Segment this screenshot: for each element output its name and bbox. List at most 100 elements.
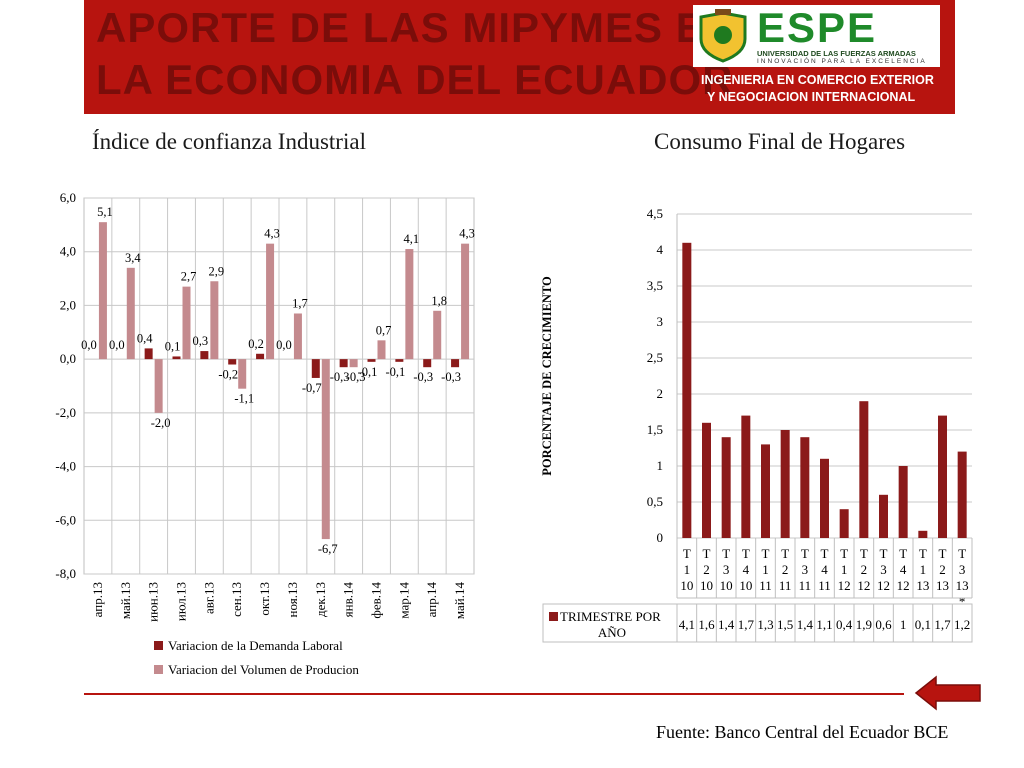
legend-label-line2: AÑO: [598, 625, 626, 640]
table-value: 0,4: [836, 617, 853, 632]
table-value: 1,9: [856, 617, 872, 632]
data-label-demand: 0,0: [81, 338, 97, 352]
x-tick-label: T: [703, 546, 711, 561]
x-tick-label: 3: [723, 562, 730, 577]
data-label-demand: 0,1: [165, 339, 181, 353]
bar-demand: [339, 359, 348, 368]
x-tick-label: T: [742, 546, 750, 561]
x-tick-label: 12: [877, 578, 890, 593]
legend-swatch-production: [154, 665, 163, 674]
y-tick-label: 4: [657, 242, 664, 257]
y-tick-label: 1,5: [647, 422, 663, 437]
x-tick-label: T: [919, 546, 927, 561]
table-value: 1,1: [816, 617, 832, 632]
table-value: 1,2: [954, 617, 970, 632]
bar-consumption: [702, 422, 711, 538]
x-tick-label: 10: [700, 578, 713, 593]
y-tick-label: 6,0: [60, 190, 76, 205]
x-tick-label: 10: [720, 578, 733, 593]
bar-consumption: [879, 494, 888, 538]
bar-demand: [423, 359, 432, 368]
y-tick-label: 3: [657, 314, 664, 329]
y-tick-label: 0,0: [60, 351, 76, 366]
data-label-production: -6,7: [318, 542, 338, 556]
y-tick-label: -2,0: [55, 405, 76, 420]
x-tick-label: T: [840, 546, 848, 561]
y-tick-label: 4,5: [647, 206, 663, 221]
data-label-demand: -0,2: [218, 368, 238, 382]
x-tick-label: май.14: [452, 582, 467, 620]
x-tick-label: 3: [959, 562, 966, 577]
data-label-demand: -0,3: [441, 370, 461, 384]
data-label-demand: -0,3: [413, 370, 433, 384]
header-banner: APORTE DE LAS MIPYMES EN LA ECONOMIA DEL…: [84, 0, 955, 114]
x-tick-label: T: [762, 546, 770, 561]
bar-production: [321, 359, 330, 540]
y-tick-label: 0,5: [647, 494, 663, 509]
program-line2: Y NEGOCIACION INTERNACIONAL: [707, 90, 916, 104]
slide-title-line2: LA ECONOMIA DEL ECUADOR: [96, 56, 734, 103]
back-arrow-icon[interactable]: [914, 675, 982, 711]
legend-swatch-consumption: [549, 612, 558, 621]
data-table-row: [542, 603, 973, 643]
y-axis-title: PORCENTAJE DE CRECIMIENTO: [540, 276, 554, 476]
y-tick-label: 2,0: [60, 297, 76, 312]
y-tick-label: -8,0: [55, 566, 76, 581]
bar-demand: [395, 359, 404, 362]
bar-production: [98, 222, 107, 360]
x-tick-label: авг.13: [201, 582, 216, 614]
y-tick-label: 1: [657, 458, 664, 473]
data-label-production: 2,9: [209, 264, 225, 278]
x-tick-label: 11: [799, 578, 812, 593]
x-tick-label: мар.14: [396, 582, 411, 619]
x-tick-label: 3: [802, 562, 809, 577]
bar-consumption: [800, 437, 810, 538]
bar-demand: [451, 359, 460, 368]
y-tick-label: 0: [657, 530, 664, 545]
x-tick-label: T: [722, 546, 730, 561]
table-value: 1,4: [797, 617, 814, 632]
x-tick-label: 4: [743, 562, 750, 577]
bar-consumption: [820, 458, 829, 538]
x-tick-label: 2: [782, 562, 789, 577]
x-tick-label: 13: [916, 578, 929, 593]
bar-production: [266, 243, 275, 360]
x-tick-label: 13: [956, 578, 969, 593]
data-label-production: 4,3: [459, 227, 475, 241]
legend-label-line1: TRIMESTRE POR: [560, 609, 661, 624]
x-tick-label: 1: [920, 562, 927, 577]
bar-demand: [200, 351, 209, 360]
table-value: 1,7: [934, 617, 951, 632]
x-tick-label: T: [860, 546, 868, 561]
x-tick-label: 2: [861, 562, 868, 577]
x-tick-label: окт.13: [257, 582, 272, 616]
data-label-production: 1,8: [431, 294, 447, 308]
bar-consumption: [938, 415, 947, 538]
espe-logo-text: ESPE: [757, 4, 878, 51]
bar-consumption: [741, 415, 751, 538]
bar-production: [461, 243, 470, 360]
bar-consumption: [721, 437, 731, 538]
x-tick-label: T: [880, 546, 888, 561]
x-tick-label: июн.13: [146, 582, 161, 622]
x-tick-label: ноя.13: [285, 582, 300, 617]
espe-shield-icon: [699, 9, 747, 63]
x-tick-label: 3: [880, 562, 887, 577]
bar-demand: [144, 348, 153, 360]
x-tick-label: T: [821, 546, 829, 561]
data-label-demand: 0,0: [109, 338, 125, 352]
right-chart-title: Consumo Final de Hogares: [654, 129, 906, 154]
bar-production: [405, 249, 414, 360]
data-label-production: -2,0: [151, 416, 171, 430]
bar-consumption: [957, 451, 967, 538]
bar-demand: [367, 359, 376, 362]
bar-production: [210, 281, 219, 360]
x-tick-label: 1: [684, 562, 691, 577]
table-value: 1,5: [777, 617, 793, 632]
data-label-demand: 0,0: [276, 338, 292, 352]
table-value: 1,4: [718, 617, 735, 632]
bar-consumption: [780, 430, 790, 538]
table-value: 1,7: [738, 617, 755, 632]
x-tick-label: T: [781, 546, 789, 561]
